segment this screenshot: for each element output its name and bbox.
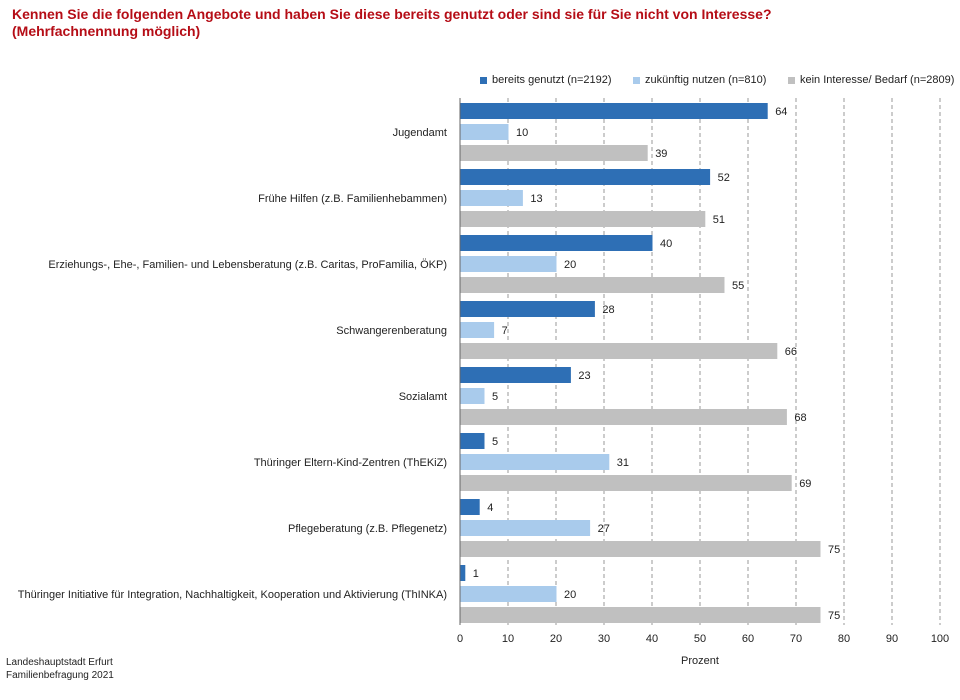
data-label-series2: 31 (617, 457, 629, 469)
category-label: Thüringer Eltern-Kind-Zentren (ThEKiZ) (254, 457, 447, 469)
category-label: Erziehungs-, Ehe-, Familien- und Lebensb… (48, 259, 447, 271)
data-label-series3: 75 (828, 610, 840, 622)
bar-series3 (460, 607, 821, 623)
data-label-series2: 20 (564, 589, 576, 601)
bar-series3 (460, 211, 706, 227)
data-label-series2: 20 (564, 259, 576, 271)
bar-series3 (460, 409, 787, 425)
x-tick-label-80: 80 (838, 633, 850, 645)
category-label: Pflegeberatung (z.B. Pflegenetz) (288, 523, 447, 535)
data-label-series2: 10 (516, 127, 528, 139)
chart-title: Kennen Sie die folgenden Angebote und ha… (12, 6, 942, 40)
footer-line2: Familienbefragung 2021 (6, 670, 114, 681)
bar-series3 (460, 541, 821, 557)
bar-series1 (460, 235, 653, 251)
chart-title-line1: Kennen Sie die folgenden Angebote und ha… (12, 6, 772, 22)
data-label-series2: 5 (492, 391, 498, 403)
data-label-series3: 39 (655, 148, 667, 160)
data-label-series2: 13 (530, 193, 542, 205)
legend: bereits genutzt (n=2192) zukünftig nutze… (0, 74, 954, 90)
bar-series2 (460, 124, 509, 140)
data-label-series1: 28 (602, 304, 614, 316)
legend-label-kein-interesse: kein Interesse/ Bedarf (n=2809) (800, 74, 955, 86)
category-label: Thüringer Initiative für Integration, Na… (18, 589, 447, 601)
x-tick-label-0: 0 (457, 633, 463, 645)
bar-series3 (460, 277, 725, 293)
x-tick-label-90: 90 (886, 633, 898, 645)
legend-item-bereits-genutzt: bereits genutzt (n=2192) (480, 74, 612, 86)
category-label: Sozialamt (399, 391, 447, 403)
legend-swatch-bereits-genutzt (480, 76, 487, 84)
bar-series3 (460, 145, 648, 161)
bar-series2 (460, 454, 610, 470)
x-tick-label-60: 60 (742, 633, 754, 645)
legend-label-zukuenftig-nutzen: zukünftig nutzen (n=810) (645, 74, 767, 86)
x-tick-label-30: 30 (598, 633, 610, 645)
data-label-series1: 4 (487, 502, 493, 514)
footer-line1: Landeshauptstadt Erfurt (6, 657, 113, 668)
bar-series2 (460, 322, 495, 338)
bar-series2 (460, 586, 557, 602)
legend-swatch-zukuenftig-nutzen (633, 76, 640, 84)
x-tick-label-100: 100 (931, 633, 949, 645)
bar-series1 (460, 499, 480, 515)
bar-series2 (460, 520, 591, 536)
data-label-series1: 5 (492, 436, 498, 448)
bar-series2 (460, 388, 485, 404)
category-label: Jugendamt (393, 127, 447, 139)
bar-series3 (460, 343, 778, 359)
category-label: Frühe Hilfen (z.B. Familienhebammen) (258, 193, 447, 205)
x-axis-label: Prozent (681, 655, 719, 667)
legend-swatch-kein-interesse (788, 76, 795, 84)
data-label-series3: 75 (828, 544, 840, 556)
bar-series3 (460, 475, 792, 491)
legend-label-bereits-genutzt: bereits genutzt (n=2192) (492, 74, 612, 86)
bar-series1 (460, 301, 595, 317)
chart-title-line2: (Mehrfachnennung möglich) (12, 23, 201, 39)
source-footer: Landeshauptstadt Erfurt Familienbefragun… (6, 656, 114, 682)
data-label-series2: 7 (502, 325, 508, 337)
data-label-series3: 66 (785, 346, 797, 358)
x-tick-label-50: 50 (694, 633, 706, 645)
data-label-series3: 51 (713, 214, 725, 226)
data-label-series3: 68 (794, 412, 806, 424)
bar-series1 (460, 367, 571, 383)
bar-series1 (460, 103, 768, 119)
data-label-series1: 23 (578, 370, 590, 382)
x-tick-label-20: 20 (550, 633, 562, 645)
x-tick-label-70: 70 (790, 633, 802, 645)
data-label-series1: 64 (775, 106, 787, 118)
bar-series2 (460, 256, 557, 272)
x-tick-label-10: 10 (502, 633, 514, 645)
bar-series1 (460, 169, 711, 185)
category-label: Schwangerenberatung (336, 325, 447, 337)
bar-series1 (460, 565, 466, 581)
legend-item-zukuenftig-nutzen: zukünftig nutzen (n=810) (633, 74, 766, 86)
bar-series2 (460, 190, 523, 206)
data-label-series3: 55 (732, 280, 744, 292)
data-label-series1: 40 (660, 238, 672, 250)
bar-series1 (460, 433, 485, 449)
data-label-series1: 52 (718, 172, 730, 184)
x-tick-label-40: 40 (646, 633, 658, 645)
data-label-series3: 69 (799, 478, 811, 490)
legend-item-kein-interesse: kein Interesse/ Bedarf (n=2809) (788, 74, 954, 86)
data-label-series2: 27 (598, 523, 610, 535)
data-label-series1: 1 (473, 568, 479, 580)
